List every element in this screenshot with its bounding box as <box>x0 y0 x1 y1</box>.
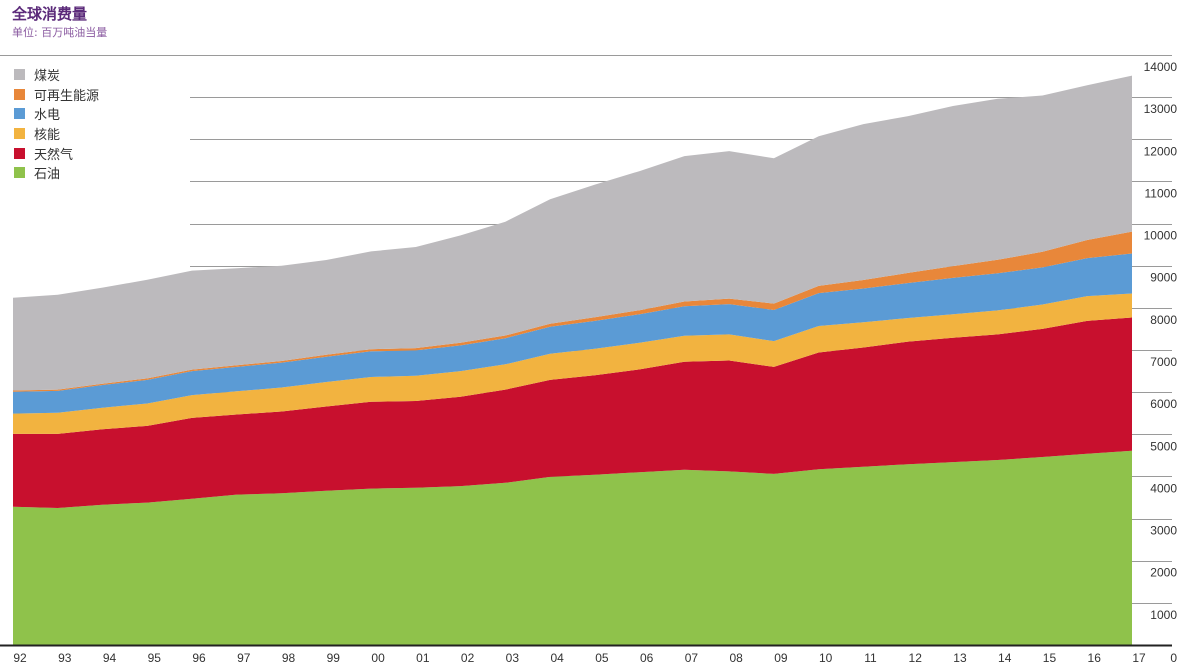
legend-item: 可再生能源 <box>14 85 99 105</box>
area-5 <box>13 75 1132 391</box>
x-tick-label: 96 <box>192 651 206 665</box>
y-tick-label: 7000 <box>1150 355 1177 369</box>
y-tick-label: 2000 <box>1150 566 1177 580</box>
y-tick-label: 3000 <box>1150 524 1177 538</box>
legend-label: 核能 <box>34 128 61 144</box>
legend-label: 煤炭 <box>34 69 61 85</box>
legend-item: 核能 <box>14 124 99 144</box>
x-tick-label: 08 <box>729 651 743 665</box>
y-tick-label: 11000 <box>1145 186 1178 200</box>
area-series <box>13 75 1132 645</box>
legend-swatch <box>14 69 25 81</box>
legend-label: 可再生能源 <box>34 88 100 104</box>
x-axis-ticks: 92 93 94 95 96 97 98 99 00 01 02 03 04 05 06 07 08 09 10 11… <box>13 651 1146 665</box>
x-tick-label: 06 <box>640 651 654 665</box>
y-tick-label: 9000 <box>1150 271 1177 285</box>
x-tick-label: 97 <box>237 651 251 665</box>
y-tick-label: 4000 <box>1150 481 1177 495</box>
x-tick-label: 03 <box>506 651 520 665</box>
y-tick-label: 1000 <box>1150 608 1177 622</box>
x-tick-label: 12 <box>909 651 923 665</box>
x-tick-label: 00 <box>371 651 385 665</box>
x-tick-label: 99 <box>327 651 341 665</box>
legend-item: 水电 <box>14 104 99 124</box>
y-tick-label: 10000 <box>1144 229 1178 243</box>
x-tick-label: 98 <box>282 651 296 665</box>
y-tick-label: 6000 <box>1150 397 1177 411</box>
legend-swatch <box>14 167 25 179</box>
legend-item: 天然气 <box>14 143 99 163</box>
x-tick-label: 16 <box>1088 651 1102 665</box>
legend-label: 水电 <box>34 108 61 124</box>
x-tick-label: 11 <box>864 651 877 665</box>
y-tick-label: 0 <box>1170 651 1177 665</box>
area-2 <box>13 293 1132 434</box>
y-tick-label: 14000 <box>1144 60 1178 74</box>
y-tick-label: 13000 <box>1144 102 1178 116</box>
area-0 <box>13 450 1132 645</box>
y-tick-label: 8000 <box>1150 313 1177 327</box>
x-tick-label: 04 <box>550 651 564 665</box>
chart-subtitle: 单位: 百万吨油当量 <box>12 26 108 39</box>
legend-swatch <box>14 108 25 120</box>
legend-item: 石油 <box>14 163 99 183</box>
legend-item: 煤炭 <box>14 65 99 85</box>
legend-swatch <box>14 88 25 100</box>
chart-title: 全球消费量 <box>12 5 88 23</box>
legend-swatch <box>14 147 25 159</box>
x-tick-label: 92 <box>13 651 27 665</box>
x-tick-label: 09 <box>774 651 788 665</box>
x-tick-label: 14 <box>998 651 1012 665</box>
legend-swatch <box>14 128 25 140</box>
x-tick-label: 15 <box>1043 651 1057 665</box>
y-tick-label: 12000 <box>1144 144 1178 158</box>
x-tick-label: 10 <box>819 651 833 665</box>
x-tick-label: 93 <box>58 651 72 665</box>
legend-label: 石油 <box>34 167 61 183</box>
x-tick-label: 94 <box>103 651 117 665</box>
x-tick-label: 07 <box>685 651 699 665</box>
x-tick-label: 05 <box>595 651 609 665</box>
x-tick-label: 02 <box>461 651 475 665</box>
y-tick-label: 5000 <box>1150 439 1177 453</box>
area-3 <box>13 253 1132 414</box>
area-1 <box>13 317 1132 508</box>
legend-label: 天然气 <box>34 147 74 163</box>
x-tick-label: 17 <box>1132 651 1146 665</box>
x-tick-label: 95 <box>148 651 162 665</box>
legend: 煤炭可再生能源水电核能天然气石油 <box>14 65 99 183</box>
y-axis-ticks: 0 1000 2000 3000 4000 5000 6000 7000 8000 9000 100… <box>1144 60 1178 665</box>
x-tick-label: 13 <box>953 651 967 665</box>
x-tick-label: 01 <box>416 651 430 665</box>
